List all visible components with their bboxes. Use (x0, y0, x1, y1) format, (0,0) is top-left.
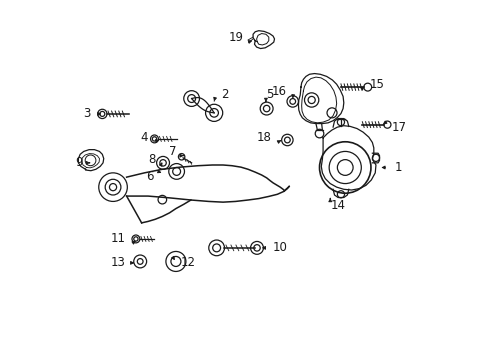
Text: 7: 7 (169, 145, 176, 158)
Text: 9: 9 (75, 156, 83, 169)
Text: 6: 6 (145, 170, 153, 183)
Text: 2: 2 (221, 88, 228, 101)
Text: 12: 12 (180, 256, 195, 269)
Text: 10: 10 (272, 241, 287, 255)
Text: 15: 15 (369, 78, 384, 91)
Text: 16: 16 (271, 85, 286, 98)
Text: 18: 18 (256, 131, 271, 144)
Text: 11: 11 (111, 233, 125, 246)
Text: 13: 13 (111, 256, 125, 269)
Text: 5: 5 (265, 88, 273, 101)
Text: 17: 17 (391, 121, 406, 134)
Text: 8: 8 (147, 153, 155, 166)
Text: 3: 3 (82, 107, 90, 120)
Text: 14: 14 (329, 199, 345, 212)
Text: 19: 19 (228, 31, 244, 44)
Text: 1: 1 (394, 161, 401, 174)
Text: 4: 4 (140, 131, 148, 144)
